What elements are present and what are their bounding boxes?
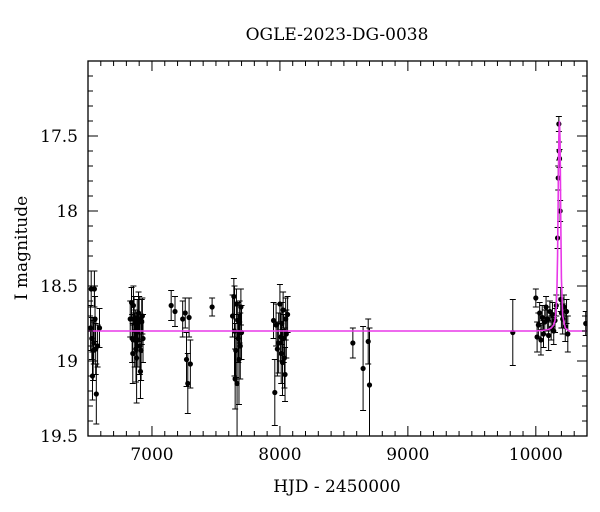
- data-point: [184, 353, 191, 414]
- data-point: [168, 290, 175, 321]
- y-tick-label: 19: [56, 352, 78, 372]
- data-point: [365, 318, 372, 365]
- plot-frame: [87, 60, 588, 437]
- y-tick-label: 18: [56, 202, 78, 222]
- data-marker: [168, 302, 174, 309]
- data-point: [93, 363, 100, 425]
- y-tick-label: 17.5: [40, 127, 78, 147]
- x-axis-label: HJD - 2450000: [273, 477, 401, 497]
- data-marker: [139, 319, 145, 325]
- data-marker: [233, 347, 239, 354]
- data-point: [96, 308, 103, 348]
- data-marker: [282, 371, 288, 378]
- data-marker: [285, 311, 291, 318]
- data-point: [509, 299, 516, 366]
- axis-ticks: [87, 60, 588, 437]
- data-marker: [92, 316, 98, 322]
- y-tick-label: 19.5: [40, 427, 78, 447]
- y-axis-label: I magnitude: [12, 196, 32, 300]
- data-marker: [130, 302, 137, 309]
- data-point: [546, 300, 553, 323]
- data-marker: [563, 308, 570, 315]
- data-marker: [185, 380, 191, 387]
- x-tick-label: 7000: [130, 445, 173, 465]
- data-marker: [283, 316, 289, 322]
- y-tick-label: 18.5: [40, 277, 78, 297]
- x-tick-label: 10000: [509, 445, 563, 465]
- data-point: [271, 359, 278, 426]
- data-point: [532, 288, 539, 308]
- data-marker: [231, 293, 237, 300]
- data-marker: [537, 310, 543, 316]
- data-marker: [182, 310, 188, 316]
- axis-tick-labels: 7000 8000 9000 10000 17.5 18 18.5 19 19.5: [40, 127, 563, 465]
- data-point: [92, 296, 99, 342]
- data-marker: [186, 314, 192, 321]
- data-marker: [278, 350, 284, 357]
- data-point: [545, 320, 552, 351]
- data-layer: [88, 116, 587, 436]
- data-marker: [180, 316, 186, 322]
- data-point: [135, 291, 142, 335]
- data-marker: [366, 382, 373, 388]
- data-marker: [134, 355, 140, 361]
- x-tick-label: 9000: [386, 445, 429, 465]
- data-marker: [172, 308, 178, 315]
- model-layer: [88, 120, 587, 332]
- data-point: [209, 297, 216, 317]
- data-marker: [350, 340, 356, 346]
- data-point: [360, 326, 367, 411]
- data-marker: [209, 304, 215, 310]
- data-marker: [93, 391, 99, 397]
- data-marker: [234, 380, 240, 387]
- data-marker: [91, 286, 97, 292]
- data-marker: [88, 325, 94, 331]
- data-marker: [138, 347, 144, 354]
- data-point: [349, 327, 356, 359]
- data-marker: [237, 343, 243, 349]
- data-marker: [183, 356, 190, 363]
- data-point: [91, 270, 98, 308]
- data-point: [537, 324, 544, 356]
- data-marker: [565, 331, 571, 337]
- chart-title: OGLE-2023-DG-0038: [246, 25, 429, 45]
- data-marker: [187, 361, 193, 367]
- x-tick-label: 8000: [258, 445, 301, 465]
- data-marker: [96, 325, 103, 331]
- data-marker: [365, 338, 371, 345]
- data-point: [282, 347, 289, 402]
- data-point: [230, 278, 237, 315]
- data-marker: [533, 295, 539, 301]
- data-point: [366, 327, 373, 436]
- data-point: [140, 314, 147, 363]
- data-point: [564, 315, 571, 353]
- data-marker: [538, 337, 544, 343]
- data-point: [129, 323, 136, 384]
- data-marker: [360, 365, 366, 372]
- data-point: [172, 296, 179, 327]
- data-point: [187, 339, 194, 389]
- data-marker: [140, 335, 146, 342]
- data-marker: [280, 307, 286, 313]
- data-point: [284, 296, 291, 333]
- data-marker: [274, 346, 280, 352]
- data-marker: [135, 310, 142, 316]
- data-point: [183, 332, 190, 387]
- data-point: [582, 311, 587, 336]
- data-marker: [546, 332, 552, 339]
- model-curve: [88, 120, 587, 332]
- data-marker: [539, 314, 545, 321]
- data-marker: [272, 389, 278, 396]
- data-marker: [137, 368, 144, 375]
- data-marker: [583, 320, 587, 327]
